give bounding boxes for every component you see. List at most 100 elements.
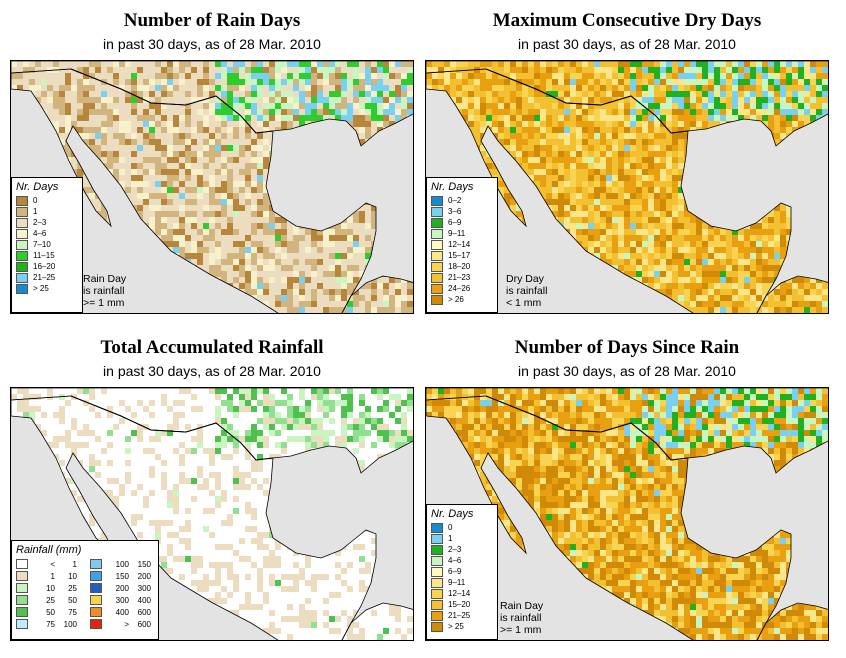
legend-item: 1 — [431, 533, 493, 544]
legend-swatch — [16, 195, 28, 206]
legend-swatch — [431, 566, 443, 577]
legend: Nr. Days 0 1 2–3 4–6 7–10 11–15 16–20 21–25 > 25 — [11, 177, 83, 313]
legend-item: > 25 — [431, 621, 493, 632]
legend-rows: 0 1 2–3 4–6 6–9 9–11 12–14 15–20 21–25 > 25 — [431, 522, 493, 632]
legend-item: 21–23 — [431, 272, 493, 283]
legend-item: 3–6 — [431, 206, 493, 217]
legend-high: 25 — [68, 583, 77, 593]
map-canvas — [11, 61, 413, 313]
panel-title: Number of Rain Days — [123, 10, 301, 31]
map[interactable]: Nr. Days 0–2 3–6 6–9 9–11 12–14 15–17 18–20 21–… — [425, 60, 829, 314]
coastline — [756, 275, 828, 313]
coastline — [341, 275, 413, 313]
legend-item: 11–15 — [16, 250, 78, 261]
legend-high: 600 — [137, 619, 151, 629]
note-line: is rainfall — [500, 612, 542, 624]
legend-item: 4–6 — [431, 555, 493, 566]
legend-swatch — [431, 294, 443, 305]
map[interactable]: Nr. Days 0 1 2–3 4–6 6–9 9–11 12–14 15–20 21–25 >… — [425, 387, 829, 641]
panel-accum-rainfall: Total Accumulated Rainfall in past 30 da… — [10, 337, 414, 641]
legend-swatch — [90, 607, 102, 617]
coastline — [341, 602, 413, 640]
legend-item: 12–14 — [431, 588, 493, 599]
note-line: is rainfall — [83, 285, 125, 297]
legend-high: 50 — [68, 595, 77, 605]
legend-item: 7–10 — [16, 239, 78, 250]
legend-item: 2–3 — [431, 544, 493, 555]
legend-high: 10 — [68, 571, 77, 581]
legend-swatch — [16, 206, 28, 217]
legend-item: 4–6 — [16, 228, 78, 239]
panel-dry-days: Maximum Consecutive Dry Days in past 30 … — [425, 10, 829, 314]
legend-swatch — [431, 239, 443, 250]
us-mexico-border — [485, 68, 689, 134]
legend-label: 12–14 — [448, 240, 471, 249]
legend-label: 1 — [448, 534, 453, 543]
panel-subtitle: in past 30 days, as of 28 Mar. 2010 — [518, 363, 736, 379]
legend-swatch — [16, 217, 28, 228]
legend-label: > 26 — [448, 295, 464, 304]
legend-item: 16–20 — [16, 261, 78, 272]
legend-grid: <1 100 150 1 10 150 200 10 25 200 300 25 50 300 400 50 7… — [16, 558, 154, 630]
legend-swatch — [16, 239, 28, 250]
legend-label: > 25 — [33, 284, 49, 293]
legend-rows: 0 1 2–3 4–6 7–10 11–15 16–20 21–25 > 25 — [16, 195, 78, 294]
legend-rows: 0–2 3–6 6–9 9–11 12–14 15–17 18–20 21–23 24–26 > … — [431, 195, 493, 305]
legend-label: 15–17 — [448, 251, 471, 260]
legend-item: 18–20 — [431, 261, 493, 272]
note-line: < 1 mm — [506, 297, 542, 309]
legend-swatch — [90, 619, 102, 629]
legend-label: 0–2 — [448, 196, 462, 205]
us-mexico-border — [70, 395, 274, 461]
legend-label: 1 — [33, 207, 38, 216]
legend-item: 9–11 — [431, 228, 493, 239]
map[interactable]: Rainfall (mm) <1 100 150 1 10 150 200 10 25 200 30… — [10, 387, 414, 641]
legend-swatch — [431, 544, 443, 555]
legend-label: 21–25 — [33, 273, 56, 282]
legend-item: 400 600 — [90, 606, 154, 618]
us-mexico-border — [485, 395, 689, 461]
legend-item: 2–3 — [16, 217, 78, 228]
legend: Rainfall (mm) <1 100 150 1 10 150 200 10 25 200 30… — [11, 540, 159, 640]
legend-swatch — [431, 577, 443, 588]
legend-high: 100 — [63, 619, 77, 629]
note-line: >= 1 mm — [83, 297, 125, 309]
panel-subtitle: in past 30 days, as of 28 Mar. 2010 — [518, 36, 736, 52]
legend-swatch — [431, 610, 443, 621]
panel-title: Total Accumulated Rainfall — [100, 337, 324, 358]
panel-subtitle: in past 30 days, as of 28 Mar. 2010 — [103, 36, 321, 52]
legend-item: 0–2 — [431, 195, 493, 206]
legend-label: 2–3 — [33, 218, 47, 227]
legend-swatch — [90, 583, 102, 593]
note-line: is rainfall — [506, 285, 548, 297]
legend-swatch — [90, 559, 102, 569]
legend-low: 10 — [46, 583, 55, 593]
legend-item: 150 200 — [90, 570, 154, 582]
legend: Nr. Days 0–2 3–6 6–9 9–11 12–14 15–17 18–20 21–… — [426, 177, 498, 313]
legend-high: 300 — [137, 583, 151, 593]
legend-swatch — [431, 272, 443, 283]
legend: Nr. Days 0 1 2–3 4–6 6–9 9–11 12–14 15–20 21–25 >… — [426, 504, 498, 640]
legend-swatch — [431, 522, 443, 533]
legend-swatch — [431, 599, 443, 610]
legend-swatch — [16, 595, 28, 605]
legend-label: 2–3 — [448, 545, 462, 554]
legend-swatch — [431, 588, 443, 599]
legend-item: 25 50 — [16, 594, 80, 606]
legend-label: 11–15 — [33, 251, 55, 260]
legend-swatch — [16, 250, 28, 261]
map[interactable]: Nr. Days 0 1 2–3 4–6 7–10 11–15 16–20 21–25 > 25… — [10, 60, 414, 314]
legend-label: 6–9 — [448, 567, 462, 576]
legend-swatch — [431, 195, 443, 206]
legend-item: 50 75 — [16, 606, 80, 618]
legend-high: 1 — [72, 559, 77, 569]
legend-label: 0 — [33, 196, 38, 205]
legend-item: > 26 — [431, 294, 493, 305]
legend-low: 150 — [115, 571, 129, 581]
rain-day-note: Rain Day is rainfall >= 1 mm — [83, 273, 126, 309]
legend-item: 0 — [431, 522, 493, 533]
legend-swatch — [16, 559, 28, 569]
legend-swatch — [431, 283, 443, 294]
legend-item: 12–14 — [431, 239, 493, 250]
legend-swatch — [431, 206, 443, 217]
